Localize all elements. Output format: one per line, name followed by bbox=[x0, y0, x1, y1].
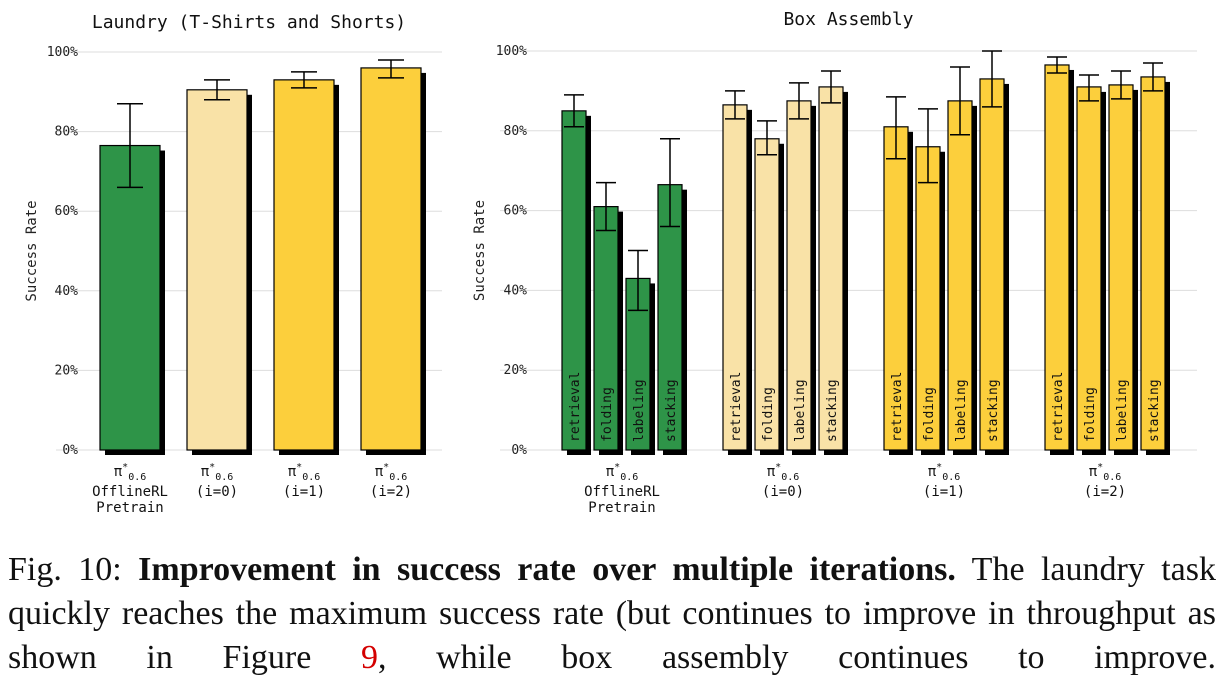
bar bbox=[273, 79, 335, 451]
laundry-chart: Laundry (T-Shirts and Shorts) 0% 20% 40% 60%… bbox=[24, 12, 442, 516]
caption-text-1: The laundry task quickly reaches the max… bbox=[8, 551, 1216, 676]
bar-label: stacking bbox=[1147, 379, 1162, 442]
figure: Laundry (T-Shirts and Shorts) 0% 20% 40% 60%… bbox=[24, 9, 1197, 516]
y-tick-label: 80% bbox=[504, 124, 528, 139]
y-tick-label: 0% bbox=[62, 443, 78, 458]
bar-label: stacking bbox=[986, 379, 1001, 442]
bar bbox=[360, 67, 422, 451]
chart-title: Laundry (T-Shirts and Shorts) bbox=[92, 12, 406, 33]
y-tick-label: 40% bbox=[55, 284, 79, 299]
bar-label: stacking bbox=[825, 379, 840, 442]
y-tick-label: 80% bbox=[55, 125, 79, 140]
bar bbox=[883, 126, 909, 451]
bar-label: retrieval bbox=[890, 372, 905, 442]
y-axis-label: Success Rate bbox=[24, 200, 40, 301]
x-group-label-symbol: π*0.6 bbox=[375, 462, 408, 483]
x-group-label-line: (i=1) bbox=[923, 484, 965, 500]
y-tick-label: 40% bbox=[504, 283, 528, 298]
bar bbox=[593, 206, 619, 451]
chart-title: Box Assembly bbox=[783, 9, 913, 30]
bar-label: retrieval bbox=[729, 372, 744, 442]
x-group-label-line: (i=1) bbox=[283, 484, 325, 500]
bar-label: retrieval bbox=[568, 372, 583, 442]
bar-label: folding bbox=[761, 387, 776, 442]
y-axis-label: Success Rate bbox=[472, 200, 488, 301]
x-group-label-line: OfflineRL bbox=[92, 484, 168, 500]
y-tick-label: 100% bbox=[496, 44, 527, 59]
bar bbox=[915, 146, 941, 451]
bar bbox=[754, 138, 780, 451]
caption-figure-ref[interactable]: 9 bbox=[360, 639, 378, 676]
x-group-label-line: OfflineRL bbox=[584, 484, 660, 500]
bar-label: retrieval bbox=[1051, 372, 1066, 442]
y-tick-label: 20% bbox=[55, 363, 79, 378]
x-group-label-line: (i=0) bbox=[196, 484, 238, 500]
bar-label: labeling bbox=[1115, 379, 1130, 442]
x-group-label-line: (i=0) bbox=[762, 484, 804, 500]
bar-label: folding bbox=[922, 387, 937, 442]
x-group-label-line: Pretrain bbox=[96, 500, 163, 516]
x-group-label-symbol: π*0.6 bbox=[606, 462, 639, 483]
bar bbox=[1076, 86, 1102, 451]
bar-label: stacking bbox=[664, 379, 679, 442]
bar bbox=[786, 100, 812, 451]
x-group-label-symbol: π*0.6 bbox=[114, 462, 147, 483]
bar bbox=[99, 144, 161, 451]
x-group-label-symbol: π*0.6 bbox=[1089, 462, 1122, 483]
x-group-label-line: (i=2) bbox=[370, 484, 412, 500]
bar-label: labeling bbox=[793, 379, 808, 442]
x-group-label-line: (i=2) bbox=[1084, 484, 1126, 500]
y-tick-label: 60% bbox=[55, 204, 79, 219]
y-tick-label: 60% bbox=[504, 204, 528, 219]
bar bbox=[186, 89, 248, 451]
x-group-label-line: Pretrain bbox=[588, 500, 655, 516]
bar bbox=[1140, 76, 1166, 451]
y-tick-label: 20% bbox=[504, 363, 528, 378]
bar bbox=[818, 86, 844, 451]
bar-label: labeling bbox=[954, 379, 969, 442]
x-group-label-symbol: π*0.6 bbox=[767, 462, 800, 483]
box-assembly-chart: Box Assembly 0% 20% 40% 60% 80% 100% Success Ra… bbox=[472, 9, 1197, 516]
bar bbox=[1044, 64, 1070, 451]
x-group-label-symbol: π*0.6 bbox=[201, 462, 234, 483]
figure-caption: Fig. 10: Improvement in success rate ove… bbox=[8, 548, 1216, 680]
bar bbox=[657, 184, 683, 451]
caption-prefix: Fig. 10: bbox=[8, 551, 139, 588]
y-tick-label: 100% bbox=[47, 45, 78, 60]
bar-label: folding bbox=[1083, 387, 1098, 442]
bar-label: labeling bbox=[632, 379, 647, 442]
bar-label: folding bbox=[600, 387, 615, 442]
caption-bold: Improvement in success rate over multipl… bbox=[138, 551, 956, 588]
y-tick-label: 0% bbox=[511, 443, 527, 458]
x-group-label-symbol: π*0.6 bbox=[288, 462, 321, 483]
caption-text-2: , while box assembly continues to improv… bbox=[377, 639, 1216, 676]
x-group-label-symbol: π*0.6 bbox=[928, 462, 961, 483]
bar bbox=[561, 110, 587, 451]
